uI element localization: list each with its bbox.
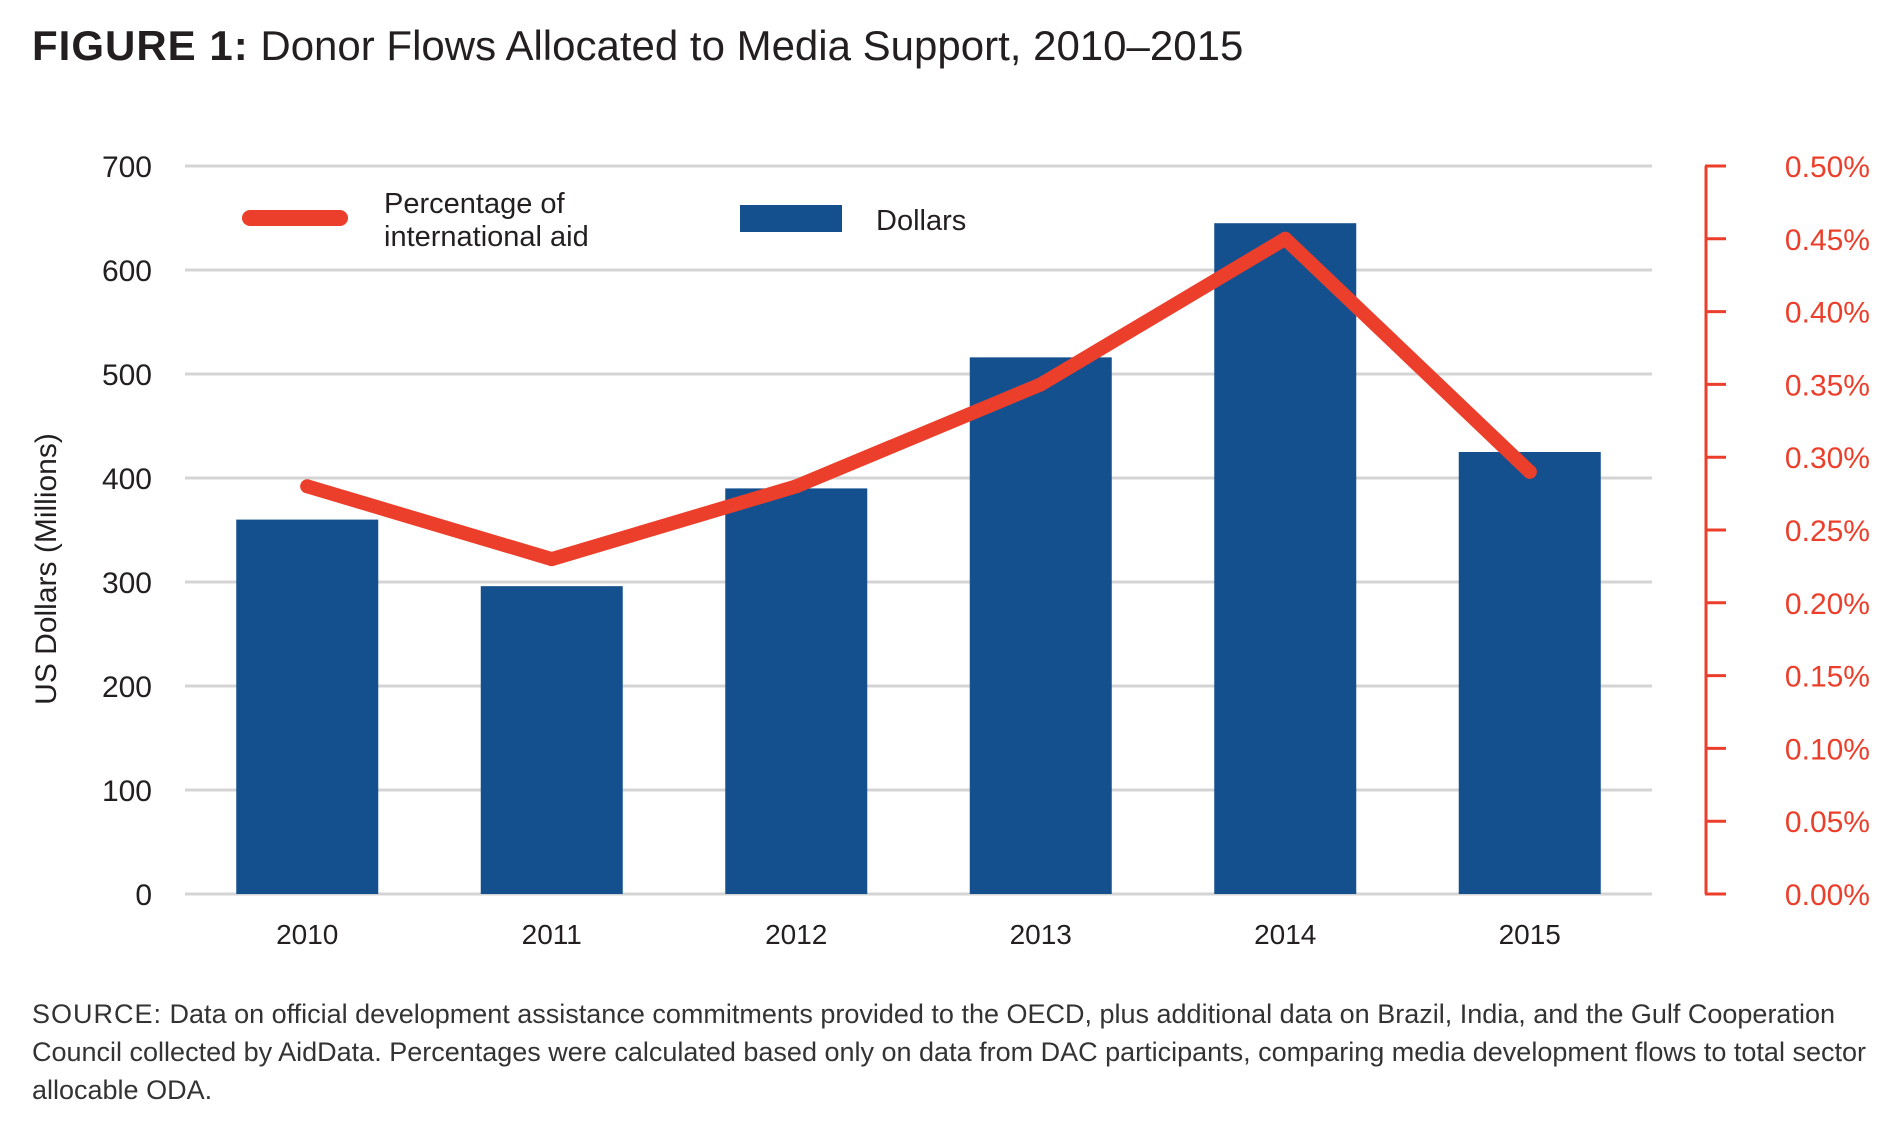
y-axis-title: US Dollars (Millions) bbox=[30, 433, 63, 705]
y2-tick-label: 0.05% bbox=[1785, 806, 1870, 839]
y-tick-label: 600 bbox=[102, 255, 152, 288]
y-tick-label: 200 bbox=[102, 671, 152, 704]
y2-tick-label: 0.10% bbox=[1785, 733, 1870, 766]
line-point-2015 bbox=[1522, 464, 1537, 479]
legend-bar-label: Dollars bbox=[876, 205, 966, 237]
x-tick-label: 2011 bbox=[522, 919, 582, 950]
y2-tick-label: 0.40% bbox=[1785, 297, 1870, 330]
y2-tick-label: 0.30% bbox=[1785, 442, 1870, 475]
y2-tick-label: 0.45% bbox=[1785, 224, 1870, 257]
line-point-2010 bbox=[300, 479, 315, 494]
y2-tick-label: 0.20% bbox=[1785, 588, 1870, 621]
y-tick-label: 0 bbox=[135, 879, 152, 912]
figure-label: FIGURE 1: bbox=[32, 22, 249, 69]
legend: Percentage of international aid Dollars bbox=[242, 188, 966, 253]
line-point-2013 bbox=[1033, 377, 1048, 392]
y2-tick-label: 0.50% bbox=[1785, 151, 1870, 184]
source-text: Data on official development assistance … bbox=[32, 999, 1866, 1105]
y2-tick-label: 0.25% bbox=[1785, 515, 1870, 548]
y-tick-label: 700 bbox=[102, 151, 152, 184]
bar-2013 bbox=[969, 357, 1112, 894]
bar-2014 bbox=[1214, 223, 1357, 894]
bar-2012 bbox=[725, 488, 868, 894]
y2-tick-label: 0.15% bbox=[1785, 661, 1870, 694]
percentage-line bbox=[300, 231, 1537, 567]
combo-chart: US Dollars (Millions) 0 100 200 300 400 500 60… bbox=[30, 151, 1870, 950]
y2-tick-label: 0.00% bbox=[1785, 879, 1870, 912]
x-tick-label: 2014 bbox=[1254, 919, 1316, 950]
percentage-line-path bbox=[300, 231, 1537, 567]
legend-bar-swatch bbox=[740, 205, 842, 232]
figure-title: FIGURE 1: Donor Flows Allocated to Media… bbox=[32, 22, 1243, 70]
legend-line-label-2: international aid bbox=[384, 221, 589, 253]
legend-line-label-1: Percentage of bbox=[384, 188, 566, 220]
line-point-2012 bbox=[789, 479, 804, 494]
source-label: SOURCE: bbox=[32, 999, 163, 1029]
x-axis: 2010 2011 2012 2013 2014 2015 bbox=[276, 919, 1561, 950]
y-tick-label: 300 bbox=[102, 567, 152, 600]
x-tick-label: 2012 bbox=[765, 919, 827, 950]
y-tick-label: 500 bbox=[102, 359, 152, 392]
y2-tick-label: 0.35% bbox=[1785, 369, 1870, 402]
bar-2011 bbox=[480, 586, 623, 894]
x-tick-label: 2013 bbox=[1010, 919, 1072, 950]
figure-title-text: Donor Flows Allocated to Media Support, … bbox=[260, 22, 1244, 69]
x-tick-label: 2010 bbox=[276, 919, 338, 950]
dollars-bars bbox=[236, 223, 1601, 894]
y-tick-label: 100 bbox=[102, 775, 152, 808]
source-note: SOURCE: Data on official development ass… bbox=[32, 995, 1882, 1109]
y-tick-label: 400 bbox=[102, 463, 152, 496]
bar-2015 bbox=[1458, 452, 1601, 894]
right-y-axis: 0.00% 0.05% 0.10% 0.15% 0.20% 0.25% 0.30% 0.35%… bbox=[1704, 151, 1870, 912]
gridlines bbox=[185, 164, 1652, 896]
line-point-2011 bbox=[544, 552, 559, 567]
left-y-axis: US Dollars (Millions) 0 100 200 300 400 500 60… bbox=[30, 151, 152, 912]
line-point-2014 bbox=[1278, 231, 1293, 246]
x-tick-label: 2015 bbox=[1499, 919, 1561, 950]
bar-2010 bbox=[236, 519, 379, 894]
